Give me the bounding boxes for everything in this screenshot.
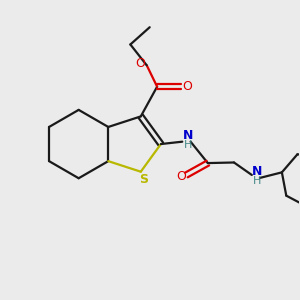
- Text: H: H: [253, 176, 261, 186]
- Text: O: O: [135, 57, 145, 70]
- Text: N: N: [182, 129, 193, 142]
- Text: H: H: [184, 140, 192, 150]
- Text: O: O: [176, 170, 186, 183]
- Text: N: N: [252, 165, 262, 178]
- Text: O: O: [182, 80, 192, 93]
- Text: S: S: [139, 172, 148, 186]
